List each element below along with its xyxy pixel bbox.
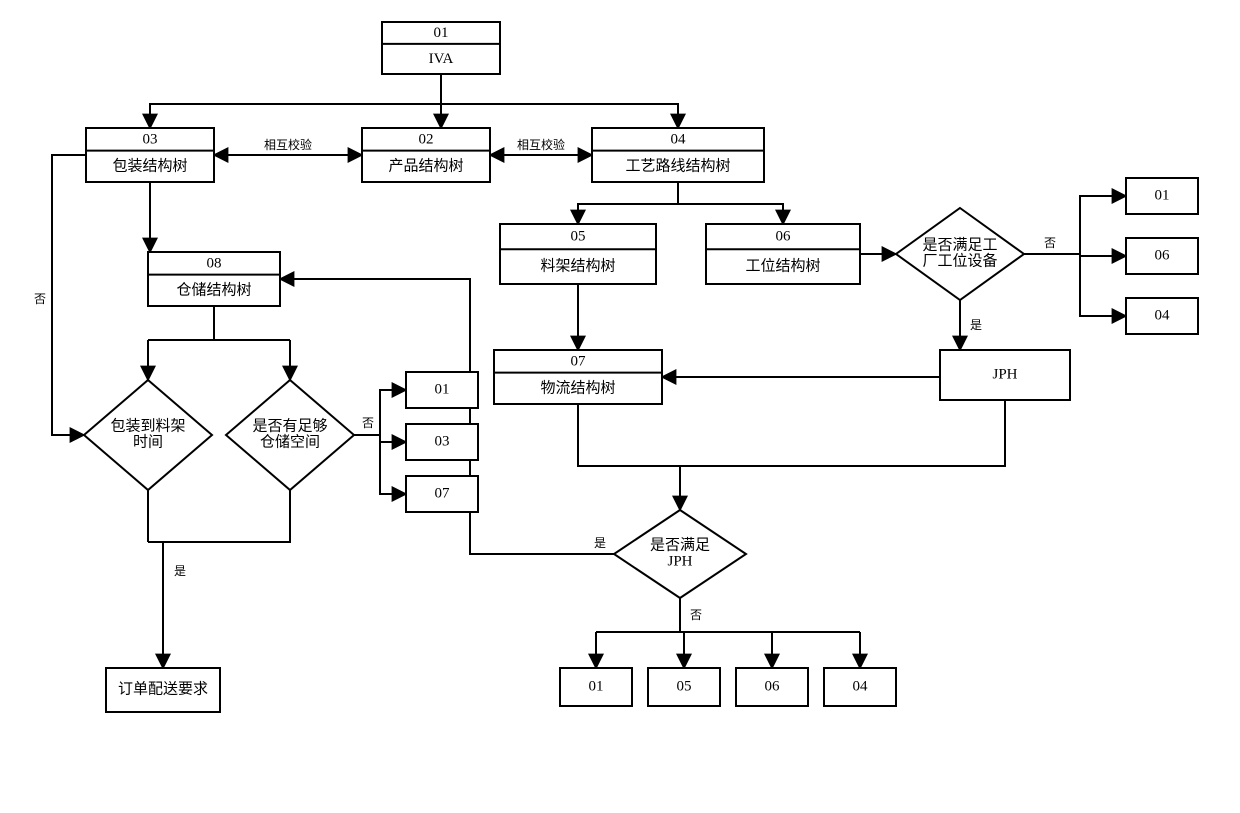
n07-code: 07 [571, 353, 587, 369]
node-r06a: 06 [1126, 238, 1198, 274]
node-order: 订单配送要求 [106, 668, 220, 712]
edge-e10b [1080, 254, 1126, 256]
r01a-label: 01 [1155, 187, 1170, 203]
r05c-label: 05 [677, 678, 692, 694]
edge-e2 [150, 74, 441, 128]
r03b-label: 03 [435, 433, 450, 449]
n07-label: 物流结构树 [540, 379, 615, 396]
n05-label: 料架结构树 [540, 258, 615, 275]
edge-e13 [680, 400, 1005, 510]
node-r05c: 05 [648, 668, 720, 706]
n06-code: 06 [776, 229, 792, 245]
n01-label: IVA [429, 51, 454, 67]
edge-e20a [380, 390, 406, 435]
node-r01c: 01 [560, 668, 632, 706]
d1-line0: 是否满足工 [922, 236, 997, 253]
d2-line1: JPH [667, 553, 692, 569]
node-n03: 03 包装结构树 [86, 128, 214, 182]
n01-code: 01 [434, 25, 449, 41]
n04-code: 04 [671, 131, 687, 147]
r01c-label: 01 [589, 678, 604, 694]
edge-e18 [52, 155, 86, 435]
edge-label-e4: 相互校验 [264, 137, 312, 152]
r07b-label: 07 [435, 485, 451, 501]
node-d3: 包装到料架时间 [84, 380, 212, 490]
node-d2: 是否满足JPH [614, 510, 746, 598]
edge-e20b [380, 435, 406, 442]
node-r01b: 01 [406, 372, 478, 408]
edge-e22 [148, 490, 290, 542]
node-n06: 06 工位结构树 [706, 224, 860, 284]
d4-line1: 仓储空间 [260, 433, 320, 450]
n04-label: 工艺路线结构树 [625, 157, 730, 174]
edge-label-e11: 是 [970, 318, 982, 332]
edge-label-e15: 是 [594, 536, 606, 550]
edge-label-e16: 否 [690, 608, 702, 622]
n03-code: 03 [143, 131, 158, 147]
n02-label: 产品结构树 [388, 157, 463, 174]
edge-e7 [678, 182, 783, 224]
n08-code: 08 [207, 255, 222, 271]
node-n07: 07 物流结构树 [494, 350, 662, 404]
order-label: 订单配送要求 [118, 680, 208, 697]
n06-label: 工位结构树 [745, 258, 820, 275]
d3-line1: 时间 [133, 433, 163, 450]
r04c-label: 04 [853, 678, 869, 694]
edge-e20c [380, 435, 406, 494]
edge-label-e18: 否 [34, 292, 46, 306]
d2-line0: 是否满足 [650, 536, 710, 553]
d4-line0: 是否有足够 [252, 417, 327, 434]
n03-label: 包装结构树 [112, 157, 187, 174]
r06a-label: 06 [1155, 247, 1171, 263]
jph-label: JPH [992, 366, 1017, 382]
r04a-label: 04 [1155, 307, 1171, 323]
edge-e10c [1080, 254, 1126, 316]
flowchart-canvas: 相互校验相互校验否是是否否否是 01IVA02产品结构树03包装结构树04工艺路… [0, 0, 1240, 813]
d3-line0: 包装到料架 [110, 417, 185, 434]
edge-e10a [1080, 196, 1126, 254]
r06c-label: 06 [765, 678, 781, 694]
node-n02: 02 产品结构树 [362, 128, 490, 182]
edge-label-e23: 是 [174, 564, 186, 578]
node-r07b: 07 [406, 476, 478, 512]
d1-line1: 厂工位设备 [922, 252, 997, 269]
node-n01: 01 IVA [382, 22, 500, 74]
node-r06c: 06 [736, 668, 808, 706]
node-d4: 是否有足够仓储空间 [226, 380, 354, 490]
node-jph: JPH [940, 350, 1070, 400]
node-n08: 08 仓储结构树 [148, 252, 280, 306]
edge-label-e10: 否 [1044, 236, 1056, 250]
node-r04c: 04 [824, 668, 896, 706]
edge-e3 [441, 74, 678, 128]
node-d1: 是否满足工厂工位设备 [896, 208, 1024, 300]
node-n05: 05 料架结构树 [500, 224, 656, 284]
node-n04: 04 工艺路线结构树 [592, 128, 764, 182]
edge-e14 [578, 404, 680, 466]
edge-label-e20: 否 [362, 416, 374, 430]
r01b-label: 01 [435, 381, 450, 397]
node-r03b: 03 [406, 424, 478, 460]
n05-code: 05 [571, 229, 586, 245]
n08-label: 仓储结构树 [176, 281, 251, 298]
node-r01a: 01 [1126, 178, 1198, 214]
edge-e6 [578, 182, 678, 224]
edge-label-e5: 相互校验 [517, 137, 565, 152]
n02-code: 02 [419, 131, 434, 147]
node-r04a: 04 [1126, 298, 1198, 334]
